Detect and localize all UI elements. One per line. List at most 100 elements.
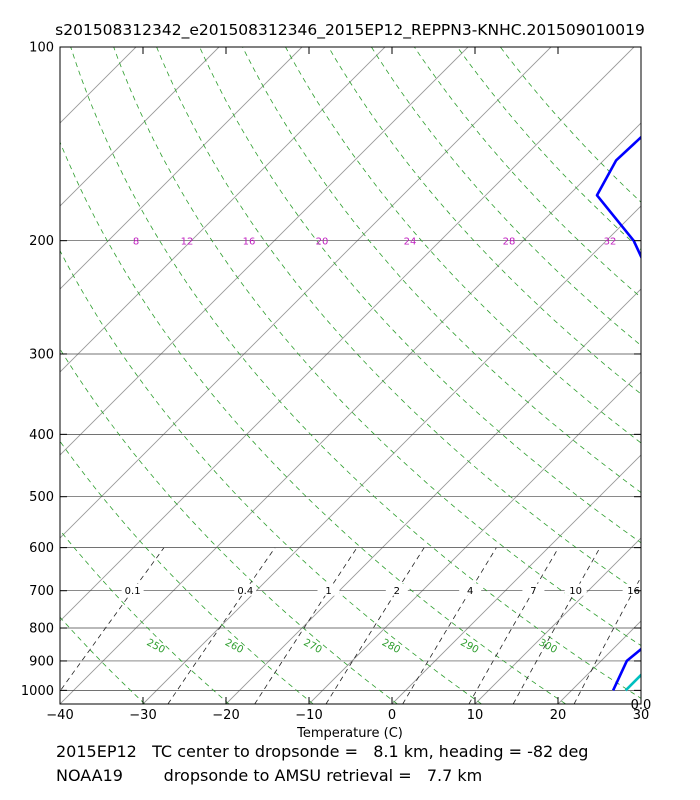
dry-adiabat-line [60, 249, 482, 704]
isotherm-lines [0, 47, 641, 704]
mixing-ratio-label-bg [622, 583, 645, 596]
moist-adiabat-label: 32 [604, 237, 617, 248]
dry-adiabat-line [328, 47, 641, 395]
isotherm-line [308, 371, 641, 704]
dry-adiabat-line [60, 348, 398, 704]
isotherm-line [60, 47, 552, 539]
dry-adiabat-line [414, 47, 641, 298]
series-line-2 [624, 673, 641, 692]
dry-adiabat-label: 260 [223, 637, 245, 656]
mixing-ratio-label: 7 [530, 586, 536, 597]
x-axis-label: Temperature (C) [296, 726, 403, 741]
dry-adiabat-label: 270 [301, 637, 323, 656]
dry-adiabat-label: 250 [145, 637, 167, 656]
moist-adiabat-label: 28 [503, 237, 516, 248]
y-tick-label: 1000 [21, 684, 54, 699]
moist-adiabat-label: 8 [133, 237, 139, 248]
y-tick-label: 500 [29, 490, 54, 505]
dry-adiabat-line [499, 47, 641, 203]
isotherm-line [640, 703, 641, 704]
isotherm-line [0, 47, 53, 704]
isotherm-line [60, 47, 469, 456]
mixing-ratio-label-bg [564, 583, 587, 596]
y-tick-label: 100 [29, 41, 54, 56]
x-tick-label: −20 [212, 708, 239, 723]
mixing-ratio-lines [60, 547, 641, 704]
dry-adiabat-line [60, 702, 61, 704]
y-tick-label: 900 [29, 654, 54, 669]
dry-adiabat-lines [60, 47, 641, 704]
mixing-ratio-line [512, 547, 601, 704]
isotherm-line [142, 205, 641, 704]
dry-adiabat-line [456, 47, 641, 251]
mixing-ratio-label-bg [522, 583, 545, 596]
y-tick-label: 700 [29, 584, 54, 599]
mixing-ratio-label: 2 [394, 586, 400, 597]
mixing-ratio-label-bg [385, 583, 408, 596]
mixing-ratio-line [167, 547, 276, 704]
mixing-ratio-line [325, 547, 425, 704]
moist-adiabat-label: 20 [316, 237, 329, 248]
isotherm-line [60, 122, 641, 704]
sounding-profiles [595, 47, 700, 692]
dry-adiabat-label: 280 [380, 637, 402, 656]
mixing-ratio-label-bg [121, 583, 144, 596]
mixing-ratio-label: 0.1 [125, 586, 141, 597]
mixing-ratio-label-bg [234, 583, 257, 596]
footer-distance-to-dropsonde: 2015EP12 TC center to dropsonde = 8.1 km… [56, 742, 589, 761]
mixing-ratio-line [573, 576, 641, 704]
extra-label: 0.0 [631, 698, 652, 713]
plot-frame [59, 46, 642, 705]
mixing-ratio-label: 10 [569, 586, 582, 597]
isotherm-line [60, 47, 303, 290]
mixing-ratio-label: 16 [627, 586, 640, 597]
y-tick-label: 600 [29, 541, 54, 556]
dry-adiabat-line [156, 47, 641, 595]
series-line-1 [595, 135, 641, 691]
dry-adiabat-label: 290 [458, 637, 480, 656]
x-tick-label: −40 [46, 708, 73, 723]
mixing-ratio-line [402, 547, 497, 704]
mixing-ratio-label-bg [317, 583, 340, 596]
moist-adiabat-label: 16 [243, 237, 256, 248]
dry-adiabat-line [70, 47, 641, 699]
x-tick-label: −30 [129, 708, 156, 723]
mixing-ratio-label: 4 [467, 586, 473, 597]
isotherm-line [60, 47, 137, 124]
moist-adiabat-label: 12 [181, 237, 194, 248]
x-tick-label: 20 [550, 708, 567, 723]
footer-distance-to-retrieval: NOAA19 dropsonde to AMSU retrieval = 7.7… [56, 766, 483, 785]
y-tick-label: 800 [29, 622, 54, 637]
y-tick-label: 200 [29, 234, 54, 249]
isotherm-line [474, 537, 641, 704]
x-tick-label: 0 [388, 708, 396, 723]
isotherm-line [225, 288, 641, 704]
series-line-0 [651, 47, 700, 690]
dry-adiabat-line [242, 47, 641, 494]
x-tick-label: 30 [633, 708, 650, 723]
isotherm-line [60, 47, 635, 622]
dry-adiabat-label: 300 [537, 637, 559, 656]
moist-adiabat-label: 24 [404, 237, 417, 248]
isotherm-line [60, 47, 220, 207]
x-tick-label: −10 [295, 708, 322, 723]
x-tick-label: 10 [467, 708, 484, 723]
dry-adiabat-line [60, 616, 146, 704]
dry-adiabat-line [285, 47, 641, 444]
dry-adiabat-line [60, 529, 230, 704]
isobar-lines [60, 46, 641, 691]
dry-adiabat-line [60, 141, 566, 704]
y-tick-label: 400 [29, 428, 54, 443]
mixing-ratio-label: 1 [325, 586, 331, 597]
mixing-ratio-label: 0.4 [237, 586, 253, 597]
mixing-ratio-line [254, 547, 358, 704]
mixing-ratio-line [468, 547, 559, 704]
mixing-ratio-label-bg [459, 583, 482, 596]
y-tick-label: 300 [29, 347, 54, 362]
isotherm-line [60, 47, 386, 373]
chart-title: s201508312342_e201508312346_2015EP12_REP… [55, 21, 645, 39]
dry-adiabat-line [371, 47, 641, 347]
